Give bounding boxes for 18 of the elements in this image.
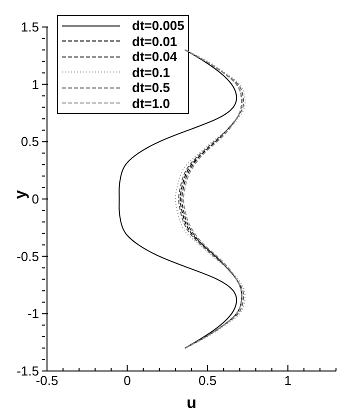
y-tick-label: -0.5 <box>16 248 39 264</box>
legend-label: dt=0.1 <box>132 64 170 80</box>
x-axis-title: u <box>186 395 196 412</box>
y-tick-label: -1 <box>27 306 39 322</box>
x-tick-label: 0.5 <box>198 373 217 388</box>
y-axis-title: y <box>12 190 30 199</box>
x-tick-label: 0 <box>124 373 131 388</box>
y-tick-label: 1 <box>32 76 39 92</box>
legend-label: dt=0.005 <box>132 18 184 34</box>
y-tick-label: 0.5 <box>20 134 39 150</box>
legend-label: dt=0.5 <box>132 80 170 96</box>
legend-label: dt=0.01 <box>132 34 178 49</box>
legend-label: dt=0.04 <box>132 49 178 64</box>
x-tick-label: 1 <box>284 373 292 388</box>
y-tick-label: 0 <box>32 192 39 206</box>
legend-label: dt=1.0 <box>132 96 170 111</box>
y-tick-label: 1.5 <box>20 20 39 34</box>
y-tick-label: -1.5 <box>16 364 39 378</box>
